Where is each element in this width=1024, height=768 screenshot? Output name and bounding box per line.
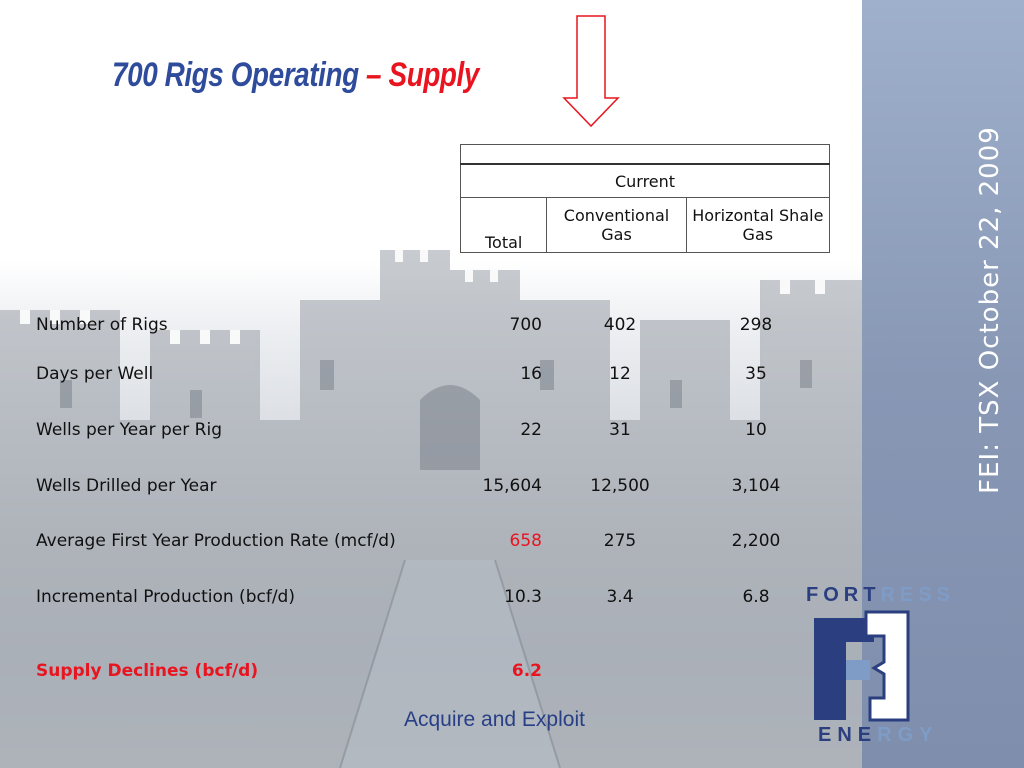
- supply-declines-label: Supply Declines (bcf/d): [36, 661, 259, 681]
- column-header-table: Current Total Conventional Gas Horizonta…: [459, 144, 831, 253]
- down-arrow-icon: [562, 15, 620, 128]
- fortress-energy-logo: [814, 610, 910, 722]
- logo-bottom-part-b: RGY: [877, 724, 939, 746]
- cell-conventional: 275: [603, 531, 637, 551]
- header-total: Total: [459, 197, 548, 253]
- castle-background: [0, 0, 862, 768]
- row-label: Wells Drilled per Year: [36, 476, 217, 496]
- footer-tagline: Acquire and Exploit: [404, 708, 585, 731]
- slide-title: 700 Rigs Operating – Supply: [112, 56, 479, 95]
- row-label: Number of Rigs: [36, 315, 168, 335]
- cell-shale: 10: [745, 420, 767, 440]
- cell-shale: 6.8: [742, 587, 770, 607]
- cell-conventional: 31: [609, 420, 631, 440]
- cell-conventional: 3.4: [606, 587, 634, 607]
- castle-silhouette: [0, 250, 862, 768]
- logo-top-part-a: FORT: [806, 584, 881, 606]
- logo-wordmark-bottom: ENERGY: [818, 724, 938, 747]
- row-label: Days per Well: [36, 364, 154, 384]
- logo-bottom-part-a: ENE: [818, 724, 878, 746]
- cell-shale: 298: [739, 315, 773, 335]
- header-conventional: Conventional Gas: [546, 197, 687, 253]
- logo-top-part-b: RESS: [880, 584, 955, 606]
- logo-wordmark-top: FORTRESS: [806, 584, 955, 607]
- cell-total: 15,604: [482, 476, 542, 496]
- cell-shale: 3,104: [731, 476, 781, 496]
- side-caption: FEI: TSX October 22, 2009: [975, 126, 1005, 494]
- title-accent: Supply: [388, 56, 480, 94]
- row-label: Average First Year Production Rate (mcf/…: [36, 531, 396, 551]
- cell-shale: 35: [745, 364, 767, 384]
- cell-conventional: 402: [603, 315, 637, 335]
- supply-declines-total: 6.2: [511, 661, 542, 681]
- cell-total: 22: [520, 420, 542, 440]
- header-shale: Horizontal Shale Gas: [685, 197, 831, 253]
- cell-total-highlight: 658: [509, 531, 542, 551]
- cell-total: 16: [520, 364, 542, 384]
- cell-total: 700: [509, 315, 542, 335]
- title-dash: –: [366, 56, 382, 94]
- cell-total: 10.3: [504, 587, 542, 607]
- cell-conventional: 12,500: [590, 476, 650, 496]
- header-blank-cell: [460, 144, 830, 165]
- row-label: Wells per Year per Rig: [36, 420, 222, 440]
- row-label: Incremental Production (bcf/d): [36, 587, 295, 607]
- cell-conventional: 12: [609, 364, 631, 384]
- header-group: Current: [460, 163, 830, 198]
- cell-shale: 2,200: [731, 531, 781, 551]
- title-main: 700 Rigs Operating: [112, 56, 359, 94]
